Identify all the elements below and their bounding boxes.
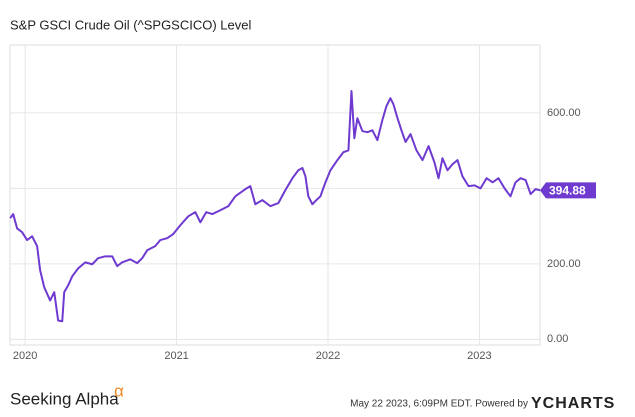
brand: Seeking Alpha <box>10 389 119 408</box>
plot-frame <box>9 44 541 346</box>
provider: YCHARTS <box>531 395 615 412</box>
y-tick-label: 200.00 <box>547 258 581 270</box>
x-tick-label: 2020 <box>13 350 37 362</box>
y-tick-label: 0.00 <box>547 333 568 345</box>
x-tick-label: 2021 <box>164 350 188 362</box>
timestamp: May 22 2023, 6:09PM EDT. Powered by <box>350 399 528 410</box>
chart-title: S&P GSCI Crude Oil (^SPGSCICO) Level <box>10 17 251 32</box>
brand-mark: α <box>114 381 124 400</box>
badge-label: 394.88 <box>549 184 586 198</box>
line <box>9 90 541 323</box>
x-tick-label: 2023 <box>467 350 491 362</box>
last-value-badge: 394.88 <box>540 182 596 199</box>
y-tick-label: 600.00 <box>547 107 581 119</box>
badge-shape <box>540 182 596 199</box>
x-tick-label: 2022 <box>316 350 340 362</box>
